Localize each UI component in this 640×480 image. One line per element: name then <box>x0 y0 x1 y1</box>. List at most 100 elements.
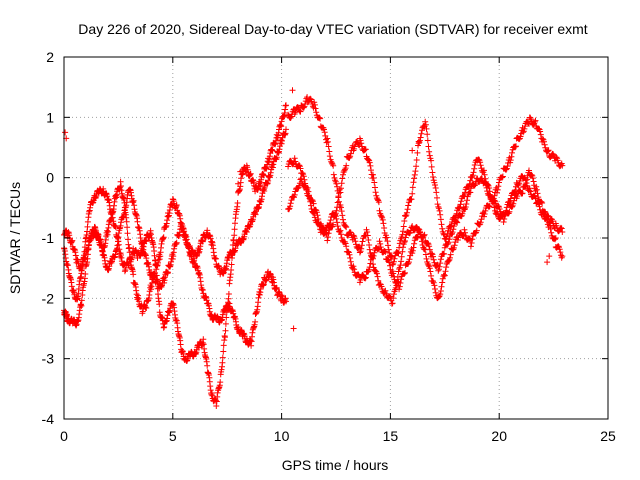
data-point-plus <box>373 270 380 277</box>
data-point-plus <box>537 128 544 135</box>
data-point-plus <box>222 320 229 327</box>
data-point-plus <box>471 182 478 189</box>
data-point-plus <box>459 210 466 217</box>
data-point-plus <box>559 229 566 235</box>
data-point-plus <box>296 162 303 169</box>
data-point-plus <box>247 337 254 344</box>
data-point-plus <box>390 295 397 302</box>
data-point-plus <box>439 225 446 232</box>
data-point-plus <box>431 282 438 289</box>
data-point-plus <box>260 281 267 288</box>
data-point-plus <box>519 190 526 197</box>
data-point-plus <box>417 134 424 141</box>
data-point-plus <box>237 168 244 175</box>
data-point-plus <box>343 162 350 169</box>
data-point-plus <box>222 327 229 334</box>
data-point-plus <box>291 155 298 162</box>
data-point-plus <box>334 199 341 206</box>
data-point-plus <box>347 153 354 160</box>
data-point-plus <box>287 114 294 121</box>
data-point-plus <box>473 227 480 234</box>
data-point-plus <box>400 223 407 230</box>
data-point-plus <box>366 242 373 248</box>
data-point-plus <box>509 203 515 210</box>
data-point-plus <box>389 300 396 307</box>
data-point-plus <box>333 180 340 187</box>
data-point-plus <box>78 302 85 309</box>
data-point-plus <box>379 216 386 223</box>
data-point-plus <box>456 204 463 210</box>
data-point-plus <box>117 184 124 191</box>
data-point-plus <box>134 218 141 225</box>
data-point-plus <box>559 162 566 169</box>
data-point-plus <box>366 266 373 273</box>
data-point-plus <box>313 109 320 116</box>
data-point-plus <box>376 207 383 214</box>
data-point-plus <box>410 179 417 186</box>
data-point-plus <box>371 179 378 186</box>
data-point-plus <box>482 182 489 188</box>
data-point-plus <box>220 348 227 355</box>
data-point-plus <box>130 271 137 278</box>
data-point-plus <box>467 189 474 196</box>
data-point-plus <box>374 273 381 280</box>
data-point-plus <box>377 244 384 251</box>
data-point-plus <box>476 221 483 228</box>
data-point-plus <box>367 162 374 169</box>
data-point-plus <box>483 184 490 191</box>
data-point-plus <box>536 203 543 210</box>
data-point-plus <box>247 170 254 177</box>
data-point-plus <box>481 213 487 220</box>
data-point-plus <box>429 169 436 176</box>
data-point-plus <box>334 204 341 211</box>
data-point-plus <box>381 225 388 231</box>
data-point-plus <box>434 201 441 208</box>
data-point-plus <box>232 220 238 227</box>
data-point-plus <box>492 200 499 207</box>
data-point-plus <box>422 251 429 258</box>
data-point-plus <box>366 159 373 166</box>
data-point-plus <box>487 193 494 200</box>
data-point-plus <box>435 266 442 273</box>
data-point-plus <box>484 188 491 195</box>
x-tick-label: 10 <box>274 428 290 444</box>
data-point-plus <box>445 257 452 264</box>
data-point-plus <box>535 201 542 207</box>
data-point-plus <box>556 246 563 253</box>
data-point-plus <box>358 245 365 252</box>
data-point-plus <box>528 171 535 178</box>
data-point-plus <box>428 272 435 279</box>
data-point-plus <box>219 354 226 361</box>
data-point-plus <box>347 229 354 236</box>
data-point-plus <box>165 269 171 276</box>
data-point-plus <box>343 224 350 231</box>
data-point-plus <box>338 180 345 187</box>
data-point-plus <box>529 175 536 182</box>
data-point-plus <box>435 293 442 300</box>
data-point-plus <box>325 230 332 237</box>
data-point-plus <box>409 190 416 197</box>
data-point-plus <box>396 244 403 251</box>
data-point-plus <box>409 147 416 154</box>
data-point-plus <box>370 252 377 259</box>
data-point-plus <box>345 248 352 255</box>
data-point-plus <box>324 138 331 145</box>
data-point-plus <box>352 238 359 245</box>
data-point-plus <box>330 171 337 178</box>
data-point-plus <box>358 140 365 147</box>
data-point-plus <box>358 143 365 150</box>
data-point-plus <box>367 260 374 267</box>
data-point-plus <box>325 223 332 230</box>
data-point-plus <box>362 274 369 281</box>
data-point-plus <box>477 162 484 169</box>
y-axis-label: SDTVAR / TECUs <box>7 182 23 294</box>
data-point-plus <box>234 200 241 206</box>
data-point-plus <box>428 250 435 257</box>
data-point-plus <box>499 173 506 180</box>
data-point-plus <box>532 117 539 124</box>
data-point-plus <box>439 279 446 286</box>
data-point-plus <box>449 229 456 236</box>
data-point-plus <box>406 230 413 237</box>
data-point-plus <box>350 232 357 239</box>
